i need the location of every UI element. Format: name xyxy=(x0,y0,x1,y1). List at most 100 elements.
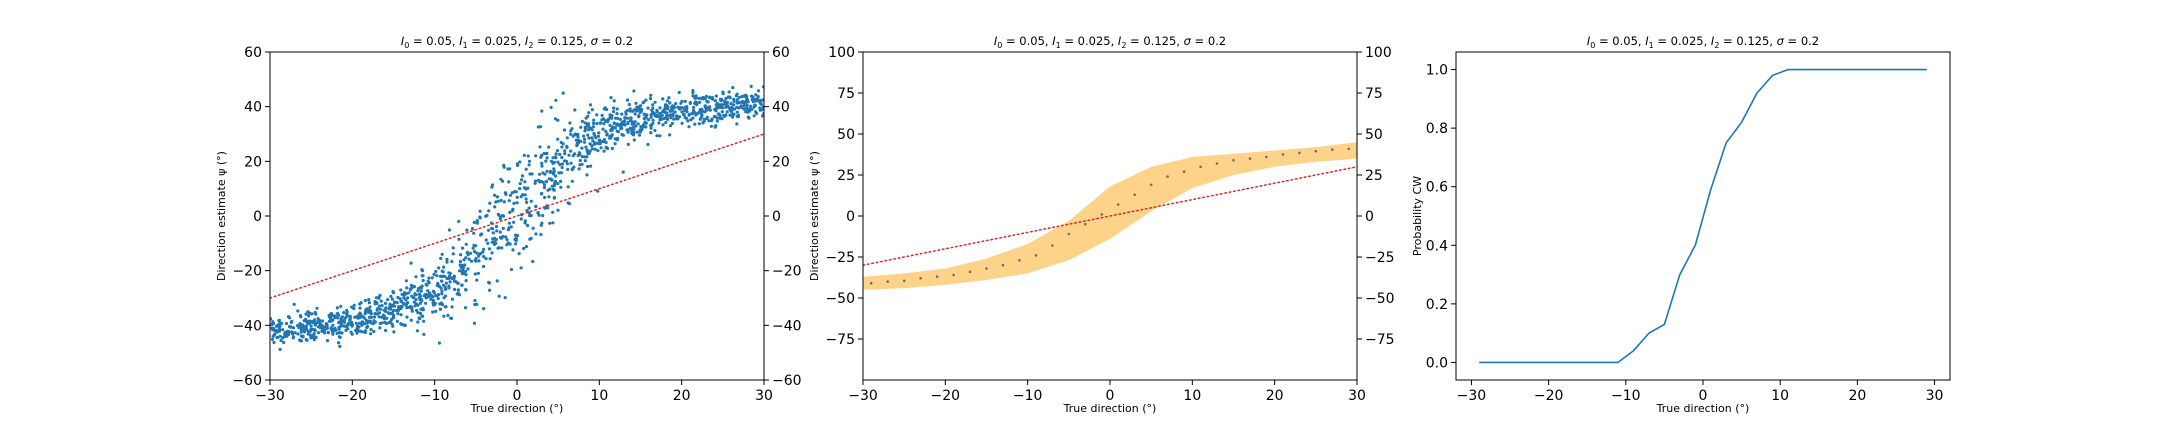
panel-scatter-xlabel: True direction (°) xyxy=(470,402,564,415)
scatter-point xyxy=(404,279,408,283)
scatter-point xyxy=(587,128,591,132)
scatter-point xyxy=(752,105,756,109)
scatter-point xyxy=(519,217,523,221)
scatter-point xyxy=(383,320,387,325)
scatter-point xyxy=(534,232,538,236)
scatter-point xyxy=(594,136,598,140)
mean-point xyxy=(886,280,889,283)
scatter-point xyxy=(609,96,613,100)
scatter-point xyxy=(728,108,732,112)
scatter-point xyxy=(742,107,746,111)
scatter-point xyxy=(414,275,418,279)
scatter-point xyxy=(615,136,620,140)
scatter-point xyxy=(658,111,663,116)
scatter-point xyxy=(404,298,408,302)
scatter-point xyxy=(708,95,712,99)
scatter-point xyxy=(709,124,714,128)
scatter-point xyxy=(339,316,344,320)
scatter-point xyxy=(602,138,607,142)
scatter-point xyxy=(554,98,558,102)
scatter-point xyxy=(358,302,362,306)
scatter-point xyxy=(446,313,450,317)
scatter-point xyxy=(655,134,659,138)
scatter-point xyxy=(350,320,354,324)
scatter-point xyxy=(608,136,612,140)
scatter-point xyxy=(643,113,647,117)
scatter-point xyxy=(361,315,365,319)
scatter-point xyxy=(456,281,460,285)
scatter-point xyxy=(671,104,675,108)
y-right-tick-label: 0 xyxy=(1365,209,1374,225)
scatter-point xyxy=(282,335,286,339)
scatter-point xyxy=(590,136,594,140)
scatter-point xyxy=(556,118,560,122)
scatter-point xyxy=(312,338,316,342)
scatter-point xyxy=(495,279,499,283)
scatter-point xyxy=(751,95,755,100)
scatter-point xyxy=(431,298,435,303)
x-tick-label: 30 xyxy=(1926,388,1944,404)
scatter-point xyxy=(279,338,283,343)
scatter-point xyxy=(299,334,303,338)
scatter-point xyxy=(284,321,289,326)
scatter-point xyxy=(610,146,615,151)
scatter-point xyxy=(278,347,282,351)
scatter-point xyxy=(493,240,497,244)
scatter-point xyxy=(522,153,526,157)
scatter-point xyxy=(623,116,627,120)
scatter-point xyxy=(475,251,479,255)
y-tick-label: −50 xyxy=(825,291,855,307)
scatter-point xyxy=(525,209,529,213)
scatter-point xyxy=(422,332,426,336)
scatter-point xyxy=(548,169,553,173)
scatter-point xyxy=(346,322,351,326)
scatter-point xyxy=(590,128,594,132)
y-right-tick-label: −40 xyxy=(772,318,802,334)
scatter-point xyxy=(494,224,499,229)
scatter-point xyxy=(641,125,645,129)
scatter-point xyxy=(452,287,457,292)
y-right-tick-label: 20 xyxy=(772,154,790,170)
scatter-point xyxy=(375,307,380,311)
scatter-point xyxy=(304,338,308,342)
scatter-point xyxy=(290,332,294,336)
scatter-point xyxy=(457,237,461,241)
scatter-point xyxy=(545,169,549,173)
scatter-point xyxy=(587,136,591,140)
scatter-point xyxy=(602,122,606,126)
x-tick-label: 30 xyxy=(755,388,773,404)
scatter-point xyxy=(407,291,411,295)
scatter-point xyxy=(272,340,276,345)
y-right-tick-label: −75 xyxy=(1365,332,1395,348)
scatter-point xyxy=(680,121,684,125)
scatter-point xyxy=(649,93,653,97)
scatter-point xyxy=(600,113,604,117)
scatter-point xyxy=(456,288,460,292)
scatter-point xyxy=(596,134,601,138)
scatter-point xyxy=(410,309,414,313)
scatter-point xyxy=(608,123,612,127)
panel-scatter-estimates: −30 −20 −10 0 10 20 30−60−40−200204060−60−40−2… xyxy=(215,34,802,415)
scatter-point xyxy=(403,291,407,295)
scatter-point xyxy=(716,105,720,109)
scatter-point xyxy=(628,107,632,111)
scatter-point xyxy=(360,330,364,334)
scatter-point xyxy=(342,311,346,315)
scatter-point xyxy=(415,308,419,312)
scatter-point xyxy=(705,115,709,119)
scatter-point xyxy=(574,138,578,142)
scatter-point xyxy=(293,331,297,335)
scatter-point xyxy=(560,155,564,160)
scatter-point xyxy=(464,288,468,292)
scatter-point xyxy=(686,119,690,123)
y-tick-label: 60 xyxy=(244,45,262,61)
scatter-point xyxy=(528,214,532,218)
scatter-point xyxy=(486,228,491,232)
scatter-point xyxy=(565,162,570,166)
scatter-point xyxy=(632,125,636,129)
x-tick-label: −30 xyxy=(848,388,878,404)
scatter-point xyxy=(296,332,300,336)
y-tick-label: −25 xyxy=(825,250,855,266)
scatter-point xyxy=(610,127,614,131)
scatter-point xyxy=(697,96,701,100)
